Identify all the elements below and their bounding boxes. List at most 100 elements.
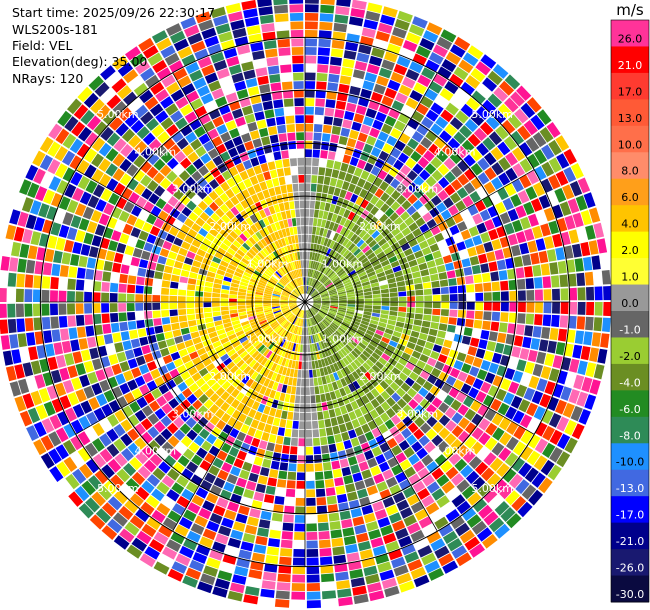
velocity-gate xyxy=(77,86,93,103)
velocity-gate xyxy=(363,565,378,577)
velocity-gate xyxy=(291,292,299,298)
velocity-gate xyxy=(142,372,153,383)
velocity-gate xyxy=(274,311,282,316)
velocity-gate xyxy=(289,303,297,307)
velocity-gate xyxy=(226,361,236,370)
velocity-gate xyxy=(407,522,421,535)
velocity-gate xyxy=(286,184,293,193)
velocity-gate xyxy=(233,485,245,496)
velocity-gate xyxy=(435,95,449,108)
velocity-gate xyxy=(375,384,385,394)
velocity-gate xyxy=(239,469,250,480)
velocity-gate xyxy=(317,514,329,523)
velocity-gate xyxy=(144,286,153,294)
velocity-gate xyxy=(326,365,333,375)
velocity-gate xyxy=(185,164,197,176)
velocity-gate xyxy=(543,207,556,222)
velocity-gate xyxy=(130,227,141,238)
velocity-gate xyxy=(369,127,380,138)
velocity-gate xyxy=(593,222,605,239)
velocity-gate xyxy=(344,284,353,289)
velocity-gate xyxy=(480,381,492,394)
velocity-gate xyxy=(210,336,220,344)
velocity-gate xyxy=(294,308,300,315)
velocity-gate xyxy=(108,240,119,252)
velocity-gate xyxy=(227,537,241,549)
velocity-gate xyxy=(237,372,246,381)
velocity-gate xyxy=(564,437,578,454)
velocity-gate xyxy=(274,312,283,318)
velocity-gate xyxy=(196,447,208,459)
velocity-gate xyxy=(387,222,397,232)
velocity-gate xyxy=(300,327,303,336)
velocity-gate xyxy=(419,182,431,193)
velocity-gate xyxy=(211,88,225,100)
velocity-gate xyxy=(88,475,103,490)
velocity-gate xyxy=(181,488,195,501)
velocity-gate xyxy=(288,298,297,301)
velocity-gate xyxy=(562,402,575,418)
velocity-gate xyxy=(305,429,313,438)
velocity-gate xyxy=(366,391,375,401)
velocity-gate xyxy=(187,278,197,285)
velocity-gate xyxy=(355,196,364,206)
velocity-gate xyxy=(298,286,302,295)
velocity-gate xyxy=(424,295,433,302)
velocity-gate xyxy=(546,249,557,262)
velocity-gate xyxy=(330,417,338,427)
velocity-gate xyxy=(185,131,198,144)
velocity-gate xyxy=(228,446,240,458)
velocity-gate xyxy=(66,199,79,214)
velocity-gate xyxy=(332,320,341,327)
velocity-gate xyxy=(431,169,443,182)
velocity-gate xyxy=(48,123,63,140)
velocity-gate xyxy=(239,281,249,287)
velocity-gate xyxy=(106,428,119,442)
velocity-gate xyxy=(240,278,250,284)
velocity-gate xyxy=(411,131,424,143)
velocity-gate xyxy=(58,277,68,290)
velocity-gate xyxy=(112,262,122,273)
velocity-gate xyxy=(504,222,515,235)
velocity-gate xyxy=(209,512,223,525)
velocity-gate xyxy=(275,326,283,334)
velocity-gate xyxy=(43,330,53,344)
velocity-gate xyxy=(442,560,459,574)
velocity-gate xyxy=(55,163,68,179)
velocity-gate xyxy=(189,351,199,360)
velocity-gate xyxy=(312,294,320,299)
velocity-gate xyxy=(292,64,304,73)
velocity-gate xyxy=(434,545,450,559)
velocity-gate xyxy=(360,339,369,347)
colorbar-swatch xyxy=(611,152,649,180)
velocity-gate xyxy=(314,334,318,343)
velocity-gate xyxy=(406,205,417,216)
velocity-gate xyxy=(237,298,246,302)
velocity-gate xyxy=(171,561,188,574)
velocity-gate xyxy=(432,44,448,58)
velocity-gate xyxy=(192,356,202,366)
velocity-gate xyxy=(114,220,126,232)
velocity-gate xyxy=(388,315,397,321)
velocity-gate xyxy=(345,543,358,554)
velocity-gate xyxy=(389,381,400,392)
velocity-gate xyxy=(407,118,420,130)
velocity-gate xyxy=(497,402,510,416)
velocity-gate xyxy=(273,0,288,6)
velocity-gate xyxy=(309,288,315,296)
velocity-gate xyxy=(192,399,203,410)
velocity-gate xyxy=(350,464,361,474)
velocity-gate xyxy=(267,281,276,287)
velocity-gate xyxy=(284,505,295,515)
velocity-gate xyxy=(297,251,301,260)
velocity-gate xyxy=(222,318,231,324)
velocity-gate xyxy=(570,163,584,179)
velocity-gate xyxy=(541,327,551,339)
velocity-gate xyxy=(408,453,420,466)
velocity-gate xyxy=(456,479,470,493)
velocity-gate xyxy=(118,283,127,293)
velocity-gate xyxy=(273,310,282,314)
velocity-gate xyxy=(91,137,106,152)
velocity-gate xyxy=(121,448,134,462)
velocity-gate xyxy=(390,178,401,189)
